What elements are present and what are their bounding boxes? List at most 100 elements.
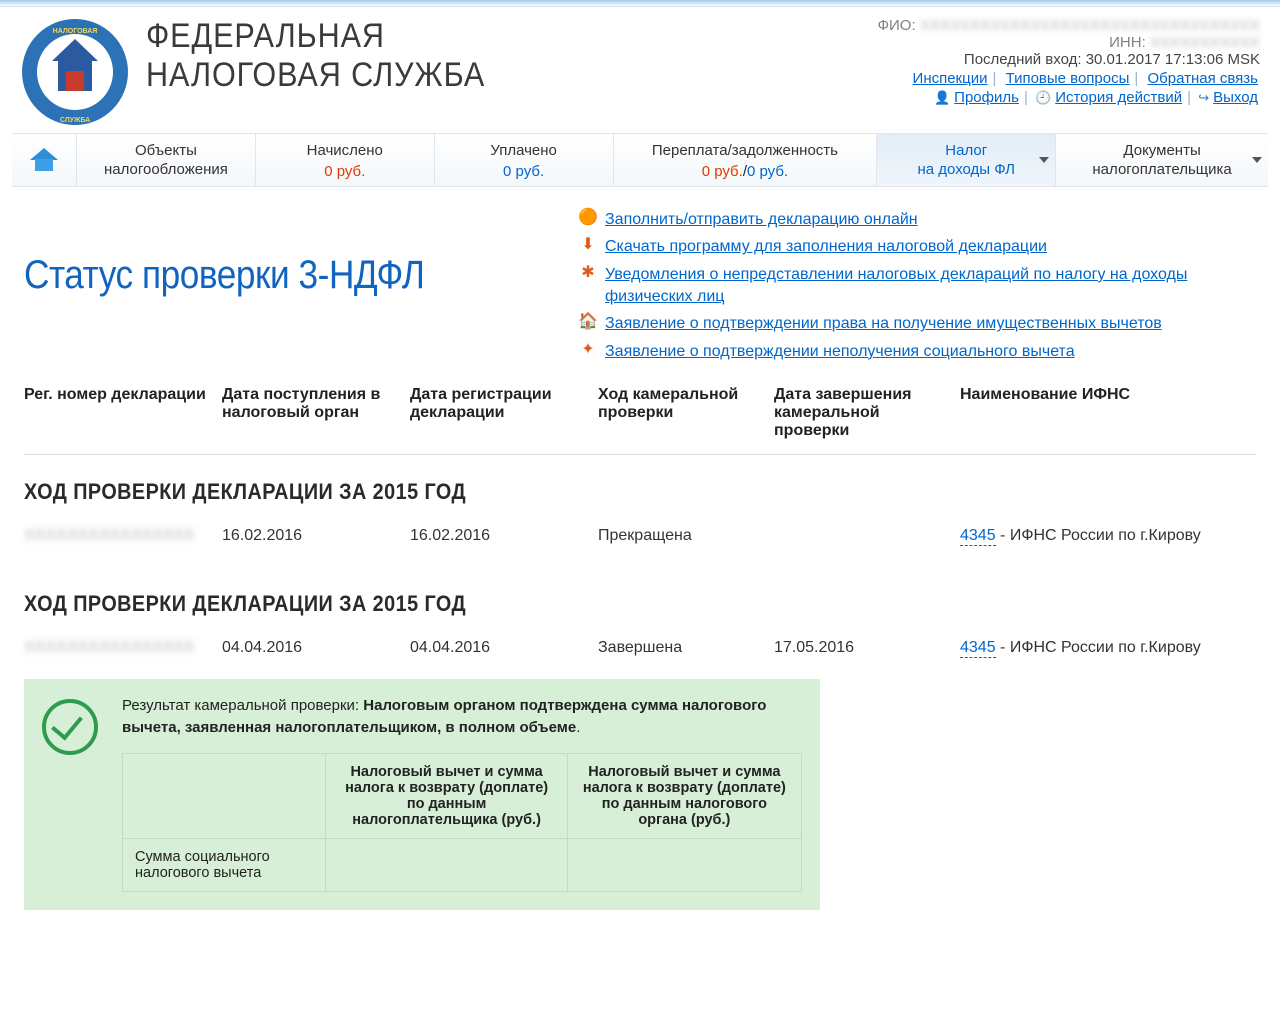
action-icon: ✱ [577, 264, 599, 282]
user-panel: ФИО: XXXXXXXXXXXXXXXXXXXXXXXXXXXXXXXXXX … [766, 17, 1260, 127]
col-date-end: Дата завершения камеральной проверки [774, 386, 960, 440]
cell-status: Прекращена [598, 527, 774, 545]
section-title: ХОД ПРОВЕРКИ ДЕКЛАРАЦИИ ЗА 2015 ГОД [24, 591, 1133, 617]
chevron-down-icon [1039, 157, 1049, 163]
home-icon [32, 150, 56, 172]
col-reg-no: Рег. номер декларации [24, 386, 222, 440]
action-icon: 🟠 [577, 209, 599, 227]
action-icon: ✦ [577, 341, 599, 359]
inn-label: ИНН: [1109, 34, 1146, 51]
tab-label: Переплата/задолженность [618, 142, 873, 161]
deduction-col-blank [123, 753, 326, 838]
table-row: XXXXXXXXXXXXXXXX 04.04.2016 04.04.2016 З… [24, 639, 1256, 657]
top-gradient-bar [0, 0, 1280, 7]
deduction-cell [567, 838, 801, 891]
action-link-notifications[interactable]: Уведомления о непредставлении налоговых … [605, 264, 1256, 307]
deduction-col-taxpayer: Налоговый вычет и сумма налога к возврат… [326, 753, 567, 838]
action-icon: 🏠 [577, 313, 599, 331]
action-link-social-deduction[interactable]: Заявление о подтверждении неполучения со… [605, 341, 1075, 363]
deduction-row-label: Сумма социального налогового вычета [123, 838, 326, 891]
deduction-table: Налоговый вычет и сумма налога к возврат… [122, 753, 802, 892]
svg-text:СЛУЖБА: СЛУЖБА [60, 117, 90, 124]
history-icon: 🕘 [1035, 90, 1051, 105]
balance-debt: 0 руб. [747, 163, 788, 180]
cell-date-end: 17.05.2016 [774, 639, 960, 657]
chevron-down-icon [1252, 157, 1262, 163]
cell-reg-no: XXXXXXXXXXXXXXXX [24, 527, 222, 545]
cell-date-reg: 04.04.2016 [410, 639, 598, 657]
action-link-property-deduction[interactable]: Заявление о подтверждении права на получ… [605, 313, 1162, 335]
col-ifns: Наименование ИФНС [960, 386, 1256, 440]
link-history[interactable]: История действий [1055, 89, 1182, 106]
tab-label: Документы налогоплательщика [1060, 142, 1264, 180]
tab-objects[interactable]: Объекты налогообложения [76, 134, 255, 186]
tab-label: Объекты налогообложения [81, 142, 251, 180]
header: НАЛОГОВАЯ СЛУЖБА ФЕДЕРАЛЬНАЯ НАЛОГОВАЯ С… [0, 7, 1280, 133]
col-date-in: Дата поступления в налоговый орган [222, 386, 410, 440]
action-icon: ⬇ [577, 236, 599, 254]
link-logout[interactable]: Выход [1213, 89, 1258, 106]
page-title: Статус проверки 3-НДФЛ [24, 253, 504, 298]
tab-label: Налог на доходы ФЛ [881, 142, 1051, 180]
profile-icon: 👤 [934, 90, 950, 105]
declaration-table-header: Рег. номер декларации Дата поступления в… [24, 386, 1256, 440]
org-title-line1: ФЕДЕРАЛЬНАЯ [146, 17, 704, 56]
result-prefix: Результат камеральной проверки: [122, 697, 363, 714]
audit-result-text: Результат камеральной проверки: Налоговы… [122, 695, 802, 739]
inn-value: XXXXXXXXXXX [1150, 34, 1260, 51]
separator: | [992, 70, 996, 87]
ifns-name: - ИФНС России по г.Кирову [996, 527, 1201, 544]
link-profile[interactable]: Профиль [954, 89, 1019, 106]
ifns-name: - ИФНС России по г.Кирову [996, 639, 1201, 656]
cell-date-in: 04.04.2016 [222, 639, 410, 657]
cell-date-in: 16.02.2016 [222, 527, 410, 545]
fio-label: ФИО: [878, 17, 916, 34]
cell-date-reg: 16.02.2016 [410, 527, 598, 545]
ifns-code-link[interactable]: 4345 [960, 527, 996, 546]
link-faq[interactable]: Типовые вопросы [1006, 70, 1130, 87]
cell-date-end [774, 527, 960, 545]
section-title: ХОД ПРОВЕРКИ ДЕКЛАРАЦИИ ЗА 2015 ГОД [24, 479, 1133, 505]
separator: | [1187, 89, 1191, 106]
svg-text:НАЛОГОВАЯ: НАЛОГОВАЯ [53, 28, 98, 35]
tab-value: 0 руб. [439, 163, 609, 180]
fio-value: XXXXXXXXXXXXXXXXXXXXXXXXXXXXXXXXXX [920, 17, 1260, 34]
action-link-fill-online[interactable]: Заполнить/отправить декларацию онлайн [605, 209, 918, 231]
tab-value: 0 руб./0 руб. [618, 163, 873, 180]
table-row: XXXXXXXXXXXXXXXX 16.02.2016 16.02.2016 П… [24, 527, 1256, 545]
org-title-line2: НАЛОГОВАЯ СЛУЖБА [146, 56, 704, 95]
ifns-code-link[interactable]: 4345 [960, 639, 996, 658]
col-status: Ход камеральной проверки [598, 386, 774, 440]
tab-balance[interactable]: Переплата/задолженность 0 руб./0 руб. [613, 134, 877, 186]
result-suffix: . [576, 719, 580, 736]
tab-paid[interactable]: Уплачено 0 руб. [434, 134, 613, 186]
link-feedback[interactable]: Обратная связь [1147, 70, 1258, 87]
deduction-cell [326, 838, 567, 891]
cell-status: Завершена [598, 639, 774, 657]
tab-label: Уплачено [439, 142, 609, 161]
balance-overpay: 0 руб. [702, 163, 743, 180]
tab-documents[interactable]: Документы налогоплательщика [1055, 134, 1268, 186]
fns-logo: НАЛОГОВАЯ СЛУЖБА [20, 17, 130, 127]
link-inspections[interactable]: Инспекции [913, 70, 988, 87]
cell-reg-no: XXXXXXXXXXXXXXXX [24, 639, 222, 657]
deduction-col-authority: Налоговый вычет и сумма налога к возврат… [567, 753, 801, 838]
main-tabs: Объекты налогообложения Начислено 0 руб.… [12, 133, 1268, 187]
check-circle-icon [42, 699, 98, 755]
tab-ndfl[interactable]: Налог на доходы ФЛ [876, 134, 1055, 186]
logout-icon: ↪ [1198, 90, 1209, 105]
separator: | [1024, 89, 1028, 106]
tab-label: Начислено [260, 142, 430, 161]
action-link-download[interactable]: Скачать программу для заполнения налогов… [605, 236, 1047, 258]
last-login-value: 30.01.2017 17:13:06 MSK [1086, 51, 1260, 68]
tab-home[interactable] [12, 134, 76, 186]
action-link-list: 🟠 Заполнить/отправить декларацию онлайн ⬇… [577, 209, 1256, 363]
audit-result-panel: Результат камеральной проверки: Налоговы… [24, 679, 820, 910]
tab-accrued[interactable]: Начислено 0 руб. [255, 134, 434, 186]
divider [24, 454, 1256, 455]
cell-ifns: 4345 - ИФНС России по г.Кирову [960, 527, 1256, 545]
col-date-reg: Дата регистрации декларации [410, 386, 598, 440]
last-login-label: Последний вход: [964, 51, 1086, 68]
separator: | [1134, 70, 1138, 87]
cell-ifns: 4345 - ИФНС России по г.Кирову [960, 639, 1256, 657]
